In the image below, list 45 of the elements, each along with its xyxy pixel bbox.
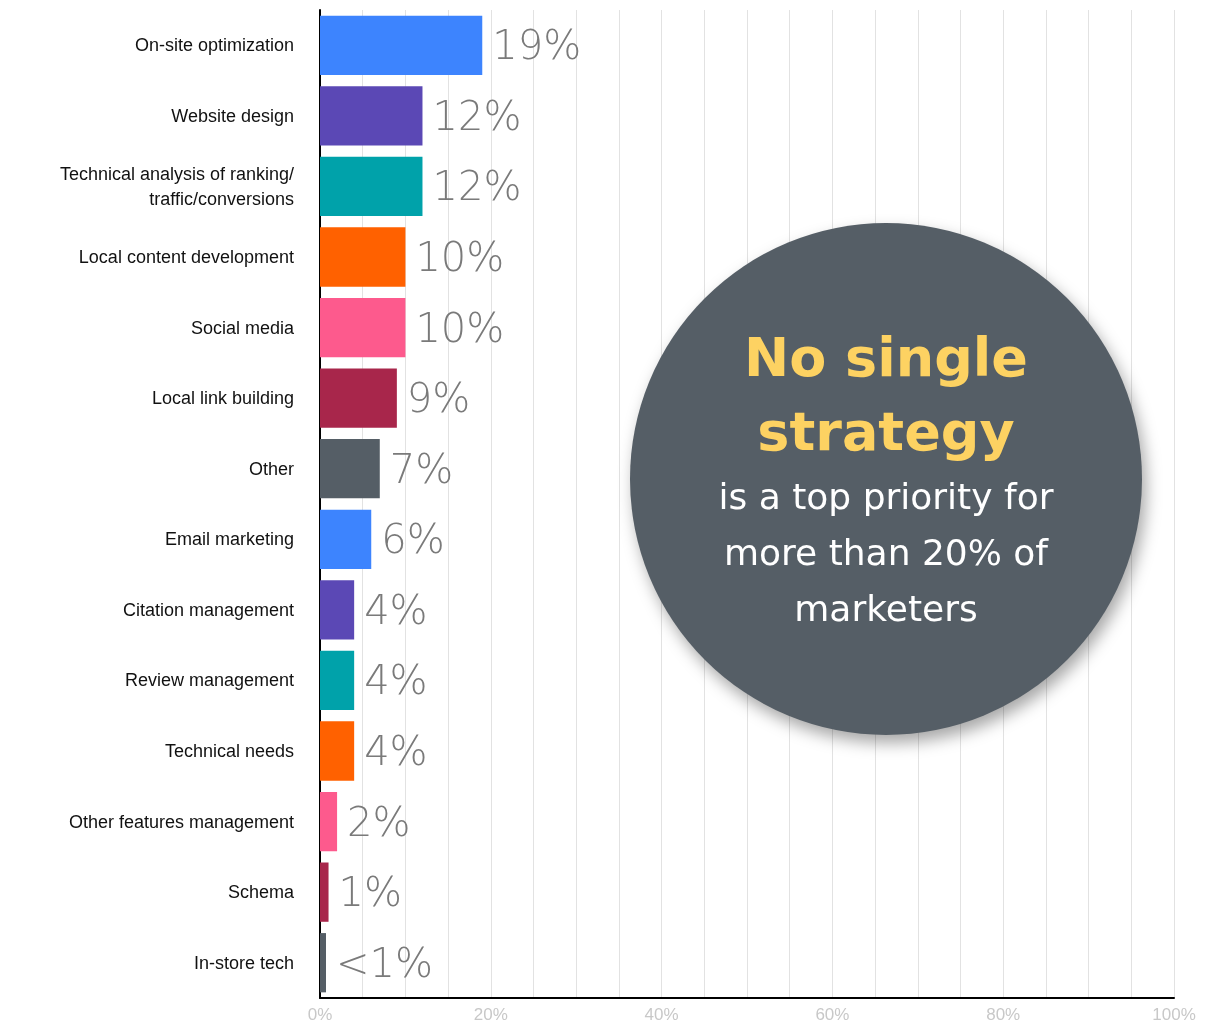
y-tick-label: Other	[248, 458, 294, 479]
bar	[320, 509, 372, 569]
y-tick-label: Citation management	[122, 599, 294, 620]
bar	[320, 580, 355, 640]
y-tick-label: Review management	[124, 670, 294, 691]
y-tick-label: On-site optimization	[134, 35, 294, 56]
y-tick-label: Other features management	[68, 811, 294, 832]
y-tick-label: Schema	[227, 882, 295, 903]
bar	[320, 439, 380, 499]
bar	[320, 650, 355, 711]
y-tick-label: Social media	[190, 317, 295, 338]
circle-badge: No single strategy is a top priority for more than 20% of marketers	[630, 223, 1142, 735]
data-label: 1%	[338, 869, 403, 916]
y-tick-label: Local link building	[151, 388, 294, 409]
data-label: 19%	[492, 22, 582, 69]
y-tick-label: Technical analysis of ranking/traffic/conversions	[59, 163, 294, 209]
annotation: is a top priority for more than 20% of marketers	[717, 475, 1055, 631]
data-label: 4%	[364, 586, 428, 633]
annotation: No single strategy	[743, 325, 1029, 465]
data-label: 7%	[389, 445, 454, 492]
data-label: 12%	[432, 92, 522, 139]
y-tick-label: In-store tech	[193, 952, 294, 973]
data-label: 2%	[347, 798, 411, 845]
bar	[320, 297, 406, 358]
y-tick-label: Email marketing	[164, 529, 294, 550]
bar	[320, 933, 326, 993]
y-tick-label: Local content development	[78, 247, 294, 267]
y-tick-label: Technical needs	[164, 741, 294, 761]
data-label: 4%	[364, 728, 428, 774]
bar	[320, 862, 329, 922]
bar	[320, 791, 338, 852]
bar	[320, 15, 483, 75]
data-label: 6%	[381, 516, 445, 563]
data-label: <1%	[335, 939, 433, 986]
bar	[320, 227, 406, 287]
bar	[320, 368, 397, 428]
data-label: 10%	[415, 234, 505, 280]
data-label: 9%	[406, 375, 471, 422]
data-label: 12%	[432, 163, 522, 210]
bar	[320, 156, 423, 217]
data-label: 4%	[364, 657, 428, 704]
bar	[320, 86, 423, 146]
bar	[320, 721, 355, 781]
y-tick-label: Website design	[171, 105, 294, 126]
data-label: 10%	[415, 304, 505, 351]
